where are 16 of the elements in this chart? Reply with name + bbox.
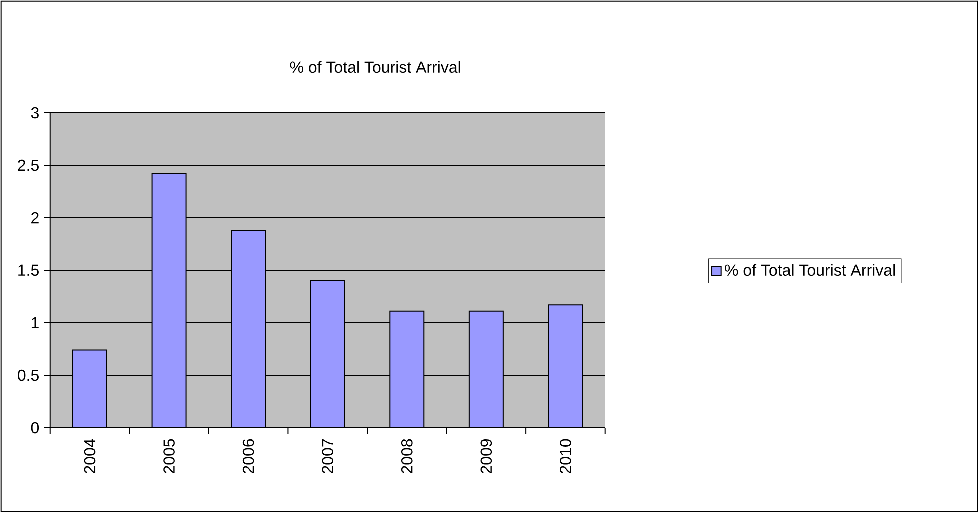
x-tick-label: 2007 <box>322 440 334 474</box>
y-tick-label: 0 <box>31 422 40 434</box>
y-tick-label: 3 <box>31 107 39 119</box>
y-tick-label: 1.5 <box>18 264 39 276</box>
chart-title: % of Total Tourist Arrival <box>290 61 460 74</box>
x-tick-label: 2005 <box>164 439 175 474</box>
y-tick-label: 0.5 <box>18 370 39 382</box>
x-tick-label: 2004 <box>84 439 96 474</box>
x-tick-label: 2008 <box>401 439 413 474</box>
y-tick-label: 2.5 <box>18 160 39 172</box>
y-tick-label: 2 <box>32 212 39 224</box>
x-tick-label: 2006 <box>242 439 254 474</box>
x-tick-label: 2009 <box>480 439 492 474</box>
y-tick-label: 1 <box>32 317 39 328</box>
legend-label: % of Total Tourist Arrival <box>725 264 896 276</box>
x-tick-label: 2010 <box>560 439 572 474</box>
